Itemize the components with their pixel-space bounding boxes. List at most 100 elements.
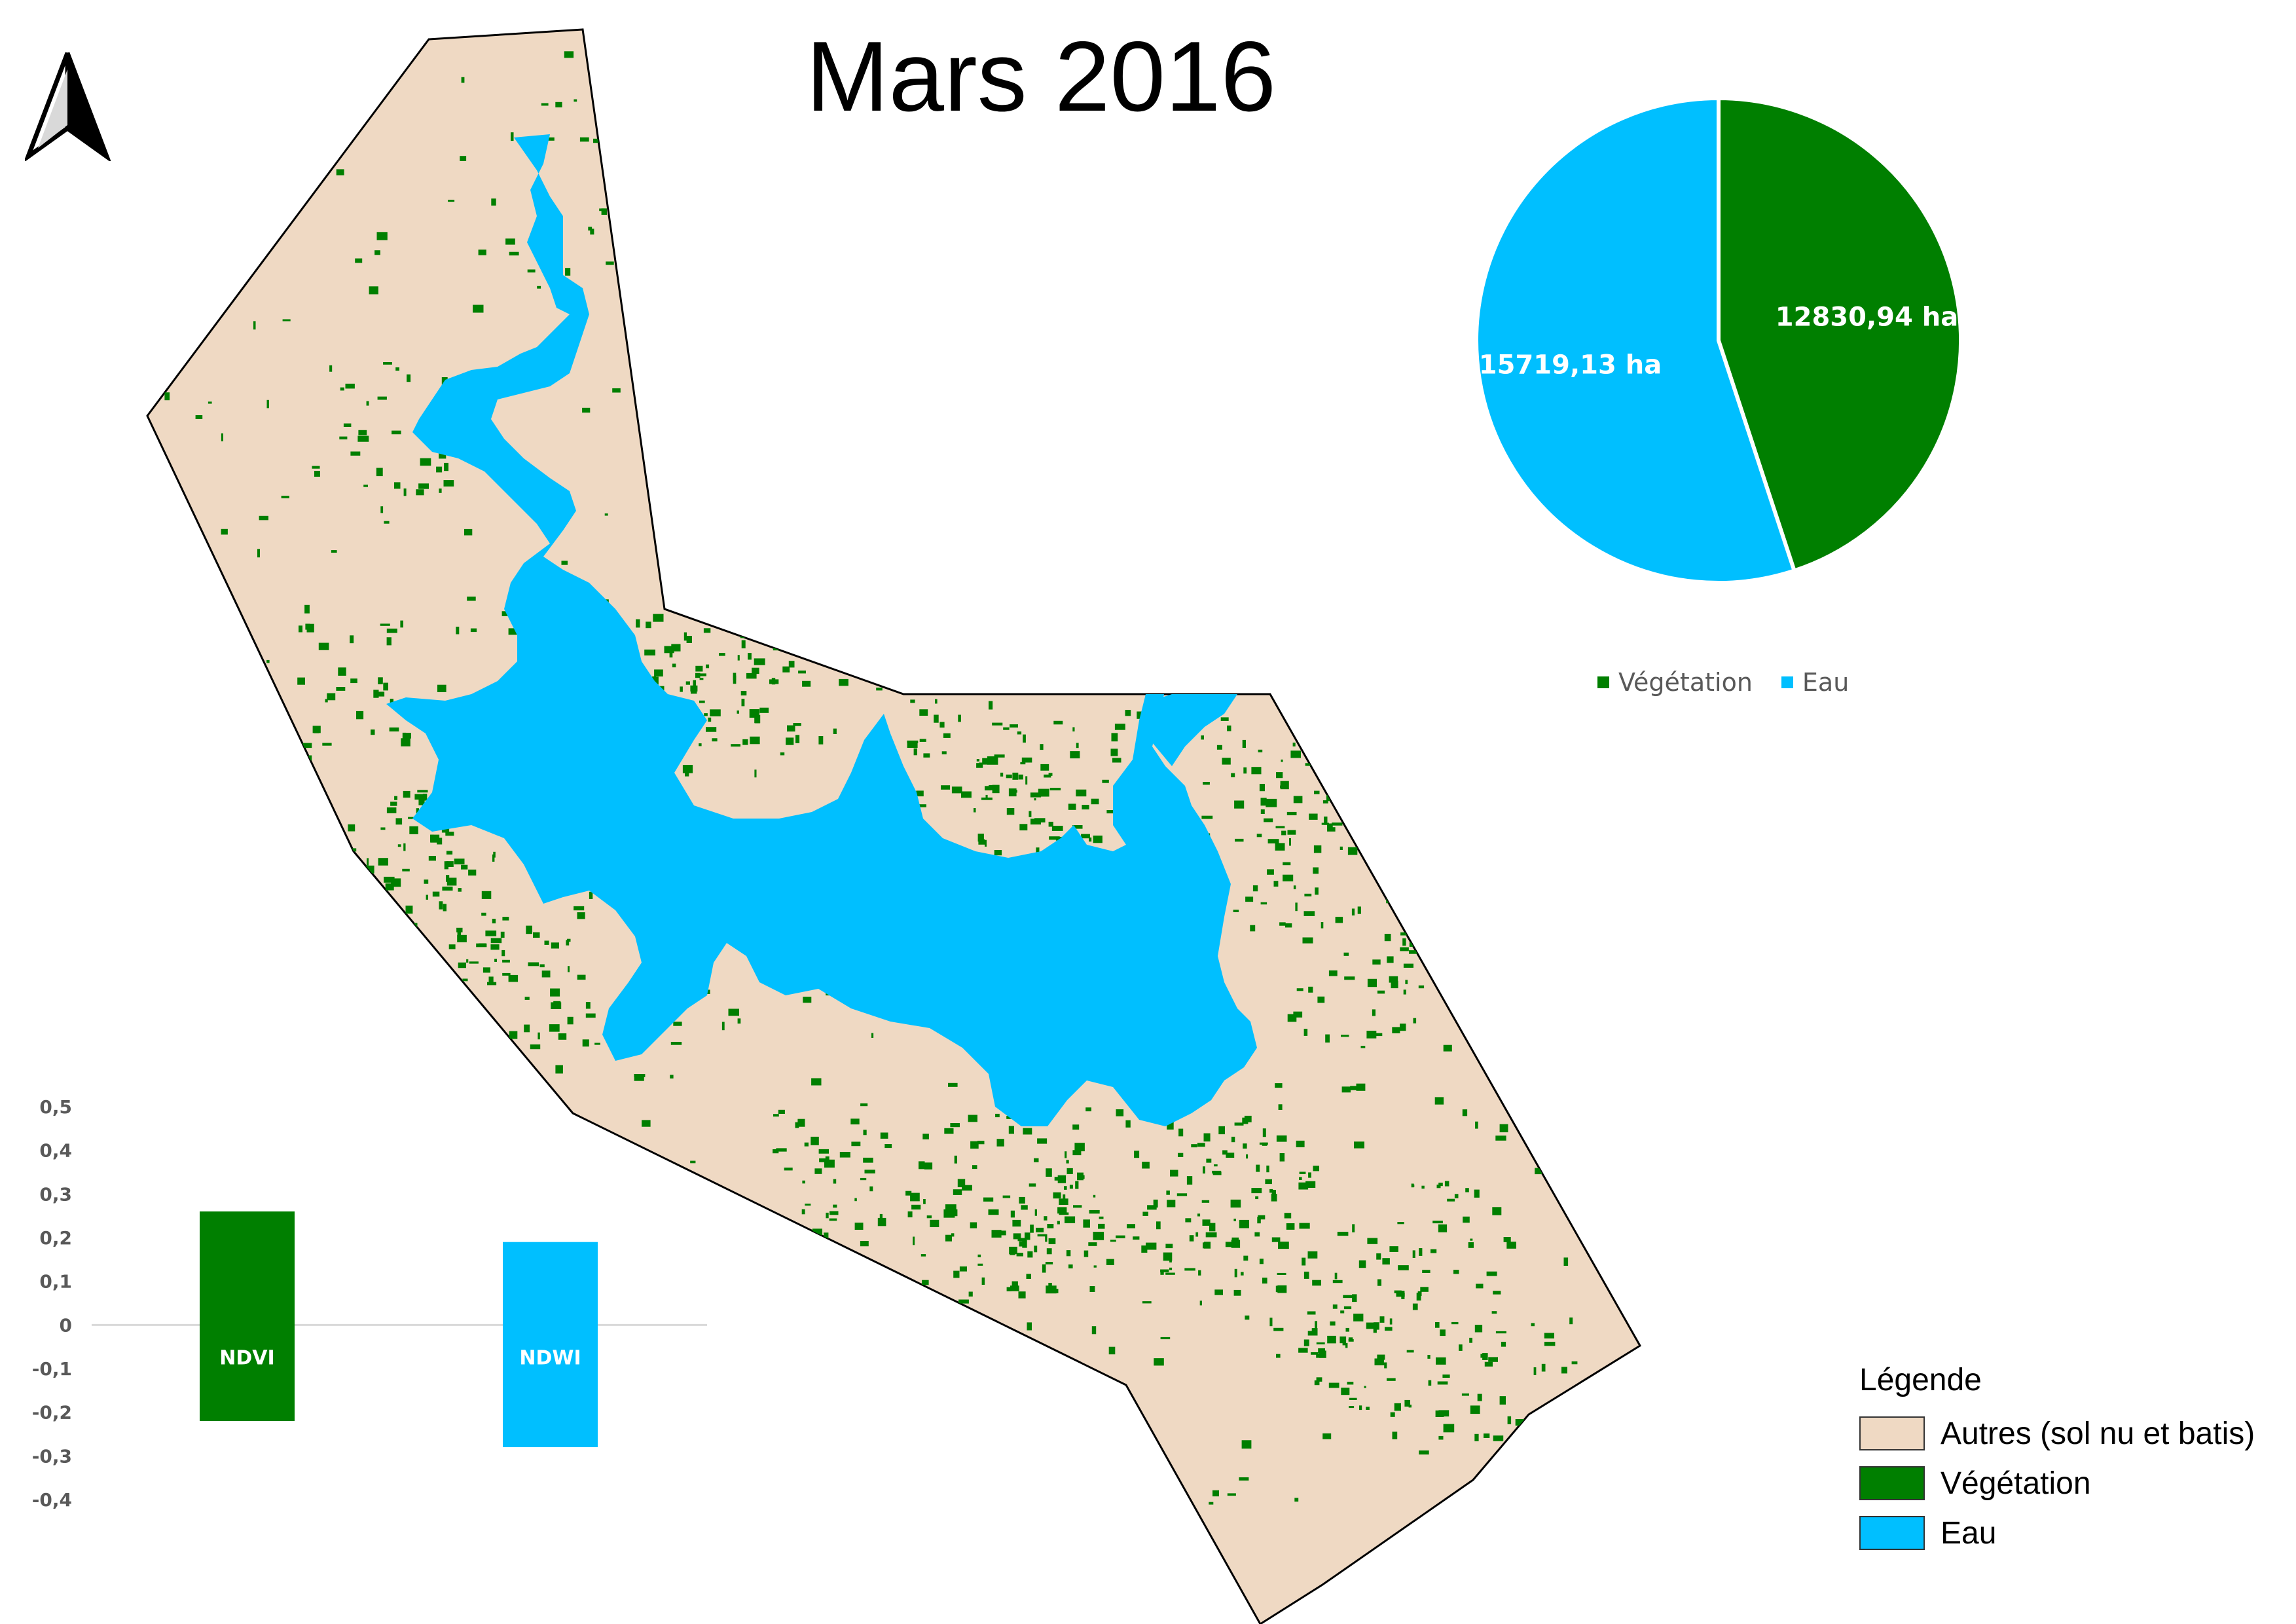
vegetation-patch bbox=[1493, 1435, 1504, 1441]
vegetation-patch bbox=[1083, 1219, 1090, 1228]
vegetation-patch bbox=[593, 138, 600, 143]
vegetation-patch bbox=[1233, 1219, 1236, 1221]
vegetation-patch bbox=[651, 185, 660, 191]
vegetation-patch bbox=[1142, 1301, 1152, 1304]
vegetation-patch bbox=[380, 827, 386, 830]
vegetation-patch bbox=[257, 549, 260, 558]
vegetation-patch bbox=[1468, 1242, 1474, 1248]
vegetation-patch bbox=[469, 993, 472, 997]
vegetation-patch bbox=[577, 912, 585, 919]
vegetation-patch bbox=[1386, 854, 1393, 858]
vegetation-patch bbox=[1277, 1272, 1286, 1275]
vegetation-patch bbox=[1006, 774, 1012, 779]
vegetation-patch bbox=[1094, 1544, 1098, 1549]
vegetation-patch bbox=[1605, 777, 1617, 784]
vegetation-patch bbox=[526, 925, 532, 934]
vegetation-patch bbox=[685, 295, 693, 297]
vegetation-patch bbox=[1287, 1014, 1297, 1022]
vegetation-patch bbox=[418, 798, 425, 805]
vegetation-patch bbox=[961, 394, 972, 398]
vegetation-patch bbox=[650, 471, 658, 479]
vegetation-patch bbox=[402, 62, 407, 67]
vegetation-patch bbox=[1153, 545, 1163, 551]
vegetation-patch bbox=[801, 1209, 805, 1215]
vegetation-patch bbox=[1302, 727, 1309, 731]
vegetation-patch bbox=[306, 623, 314, 633]
vegetation-patch bbox=[654, 669, 663, 677]
vegetation-patch bbox=[1046, 1285, 1057, 1294]
vegetation-patch bbox=[1254, 373, 1260, 378]
vegetation-patch bbox=[693, 680, 697, 687]
vegetation-patch bbox=[860, 180, 867, 188]
vegetation-patch bbox=[923, 1199, 926, 1204]
vegetation-patch bbox=[728, 1008, 739, 1016]
vegetation-patch bbox=[1394, 1290, 1402, 1293]
vegetation-patch bbox=[1535, 1168, 1542, 1175]
vegetation-patch bbox=[1153, 1199, 1158, 1208]
vegetation-patch bbox=[389, 979, 393, 982]
vegetation-patch bbox=[1108, 1566, 1119, 1570]
vegetation-patch bbox=[851, 1141, 861, 1147]
vegetation-patch bbox=[1269, 1189, 1273, 1193]
vegetation-patch bbox=[1011, 1281, 1018, 1290]
vegetation-patch bbox=[877, 1217, 886, 1227]
vegetation-patch bbox=[1101, 1564, 1107, 1568]
vegetation-patch bbox=[331, 828, 335, 834]
vegetation-patch bbox=[1360, 1046, 1366, 1048]
vegetation-patch bbox=[1414, 130, 1424, 136]
vegetation-patch bbox=[166, 890, 174, 893]
vegetation-patch bbox=[502, 917, 509, 921]
vegetation-patch bbox=[1250, 925, 1256, 932]
vegetation-patch bbox=[665, 1553, 667, 1561]
bar-category-label-ndvi: NDVI bbox=[219, 1346, 274, 1369]
vegetation-patch bbox=[1258, 1215, 1266, 1220]
vegetation-patch bbox=[1096, 193, 1103, 200]
pie-legend-swatch-water bbox=[1781, 676, 1793, 688]
vegetation-patch bbox=[789, 482, 796, 488]
vegetation-patch bbox=[1313, 867, 1319, 874]
vegetation-patch bbox=[652, 210, 656, 219]
vegetation-patch bbox=[1389, 792, 1394, 796]
vegetation-patch bbox=[1474, 1189, 1480, 1198]
vegetation-patch bbox=[797, 261, 799, 270]
vegetation-patch bbox=[1335, 917, 1343, 923]
vegetation-patch bbox=[1035, 567, 1045, 570]
vegetation-patch bbox=[1445, 189, 1452, 194]
vegetation-patch bbox=[1470, 1238, 1473, 1241]
vegetation-patch bbox=[1012, 772, 1019, 780]
vegetation-patch bbox=[343, 423, 352, 427]
vegetation-patch bbox=[1134, 1151, 1140, 1158]
vegetation-patch bbox=[1214, 1164, 1218, 1167]
vegetation-patch bbox=[913, 684, 919, 690]
vegetation-patch bbox=[769, 679, 779, 684]
vegetation-patch bbox=[1334, 794, 1336, 800]
vegetation-patch bbox=[1039, 1445, 1047, 1450]
vegetation-patch bbox=[1197, 1143, 1205, 1147]
vegetation-patch bbox=[391, 878, 401, 887]
vegetation-patch bbox=[1311, 1352, 1319, 1355]
vegetation-patch bbox=[1010, 1210, 1015, 1218]
vegetation-patch bbox=[1369, 845, 1375, 852]
vegetation-patch bbox=[1474, 1433, 1479, 1441]
vegetation-patch bbox=[1353, 1314, 1364, 1321]
vegetation-patch bbox=[1205, 1232, 1217, 1238]
vegetation-patch bbox=[811, 1078, 822, 1086]
pie-legend-label-water: Eau bbox=[1802, 668, 1850, 697]
vegetation-patch bbox=[780, 348, 786, 358]
vegetation-patch bbox=[1486, 1271, 1497, 1276]
vegetation-patch bbox=[1057, 1221, 1060, 1225]
vegetation-patch bbox=[860, 1103, 868, 1107]
vegetation-patch bbox=[1532, 66, 1543, 69]
vegetation-patch bbox=[803, 1340, 813, 1346]
vegetation-patch bbox=[1571, 963, 1574, 970]
vegetation-patch bbox=[1125, 1120, 1131, 1128]
vegetation-patch bbox=[673, 128, 679, 132]
vegetation-patch bbox=[754, 714, 761, 724]
bar-ndwi bbox=[503, 1242, 598, 1447]
vegetation-patch bbox=[750, 736, 760, 745]
vegetation-patch bbox=[588, 227, 592, 231]
vegetation-patch bbox=[521, 1587, 530, 1591]
vegetation-patch bbox=[387, 1002, 395, 1010]
vegetation-patch bbox=[919, 463, 927, 470]
vegetation-patch bbox=[1214, 1289, 1223, 1295]
